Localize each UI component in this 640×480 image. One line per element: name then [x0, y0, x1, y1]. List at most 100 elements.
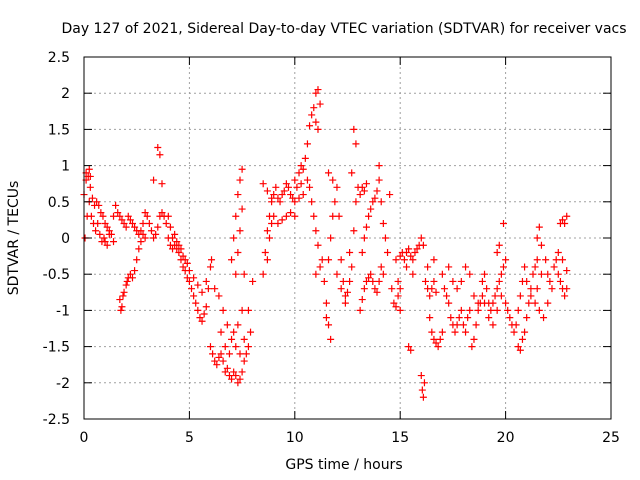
data-point: [268, 194, 276, 202]
data-point: [234, 379, 242, 387]
data-point: [221, 368, 229, 376]
data-point: [270, 212, 278, 220]
data-point: [544, 299, 552, 307]
data-point: [238, 165, 246, 173]
data-point: [137, 227, 145, 235]
data-point: [356, 306, 364, 314]
data-point: [299, 165, 307, 173]
data-point: [261, 248, 269, 256]
data-point: [308, 198, 316, 206]
data-point: [282, 180, 290, 188]
data-point: [133, 256, 141, 264]
data-point: [139, 230, 147, 238]
plot-frame: [83, 56, 612, 420]
data-point: [346, 248, 354, 256]
data-point: [196, 314, 204, 322]
data-point: [514, 306, 522, 314]
data-point: [337, 285, 345, 293]
data-point: [438, 328, 446, 336]
data-point: [493, 285, 501, 293]
data-point: [312, 118, 320, 126]
y-tick-label: 0: [61, 231, 70, 247]
data-point: [208, 256, 216, 264]
data-point: [350, 227, 358, 235]
x-tick-label: 20: [497, 430, 515, 446]
data-point: [407, 252, 415, 260]
data-point: [240, 335, 248, 343]
data-point: [217, 350, 225, 358]
data-point: [481, 270, 489, 278]
data-point: [360, 285, 368, 293]
data-point: [466, 270, 474, 278]
data-point: [291, 212, 299, 220]
data-point: [158, 209, 166, 217]
data-point: [234, 191, 242, 199]
data-point: [249, 277, 257, 285]
data-point: [234, 248, 242, 256]
data-point: [185, 277, 193, 285]
data-point: [348, 263, 356, 271]
data-point: [474, 299, 482, 307]
data-point: [215, 353, 223, 361]
data-point: [335, 212, 343, 220]
data-point: [362, 180, 370, 188]
data-point: [563, 212, 571, 220]
data-point: [407, 346, 415, 354]
data-point: [405, 343, 413, 351]
data-point: [518, 335, 526, 343]
data-point: [548, 285, 556, 293]
data-point: [85, 165, 93, 173]
data-point: [386, 191, 394, 199]
data-point: [244, 343, 252, 351]
data-point: [116, 296, 124, 304]
data-point: [244, 306, 252, 314]
data-point: [314, 125, 322, 133]
data-point: [276, 198, 284, 206]
data-point: [100, 234, 108, 242]
data-point: [99, 212, 107, 220]
data-point: [561, 220, 569, 228]
data-point: [152, 230, 160, 238]
data-point: [487, 306, 495, 314]
data-point: [392, 256, 400, 264]
data-point: [390, 299, 398, 307]
data-point: [540, 314, 548, 322]
data-point: [418, 386, 426, 394]
data-point: [403, 248, 411, 256]
data-point: [523, 314, 531, 322]
data-point: [318, 256, 326, 264]
data-point: [128, 220, 136, 228]
data-point: [272, 183, 280, 191]
data-point: [360, 187, 368, 195]
data-point: [280, 187, 288, 195]
data-point: [156, 151, 164, 159]
data-point: [499, 263, 507, 271]
data-point: [478, 277, 486, 285]
data-point: [325, 256, 333, 264]
data-point: [211, 285, 219, 293]
data-point: [215, 292, 223, 300]
data-point: [559, 256, 567, 264]
data-point: [377, 263, 385, 271]
data-point: [202, 277, 210, 285]
data-point: [504, 306, 512, 314]
data-point: [371, 194, 379, 202]
data-point: [489, 299, 497, 307]
data-point: [123, 277, 131, 285]
data-point: [131, 267, 139, 275]
data-point: [535, 306, 543, 314]
data-point: [242, 350, 250, 358]
data-point: [419, 393, 427, 401]
data-point: [531, 263, 539, 271]
data-point: [297, 162, 305, 170]
data-point: [118, 303, 126, 311]
data-point: [263, 256, 271, 264]
data-point: [556, 277, 564, 285]
data-point: [158, 180, 166, 188]
data-point: [499, 220, 507, 228]
data-point: [329, 212, 337, 220]
data-point: [502, 256, 510, 264]
data-point: [478, 292, 486, 300]
data-point: [350, 125, 358, 133]
data-point: [310, 212, 318, 220]
